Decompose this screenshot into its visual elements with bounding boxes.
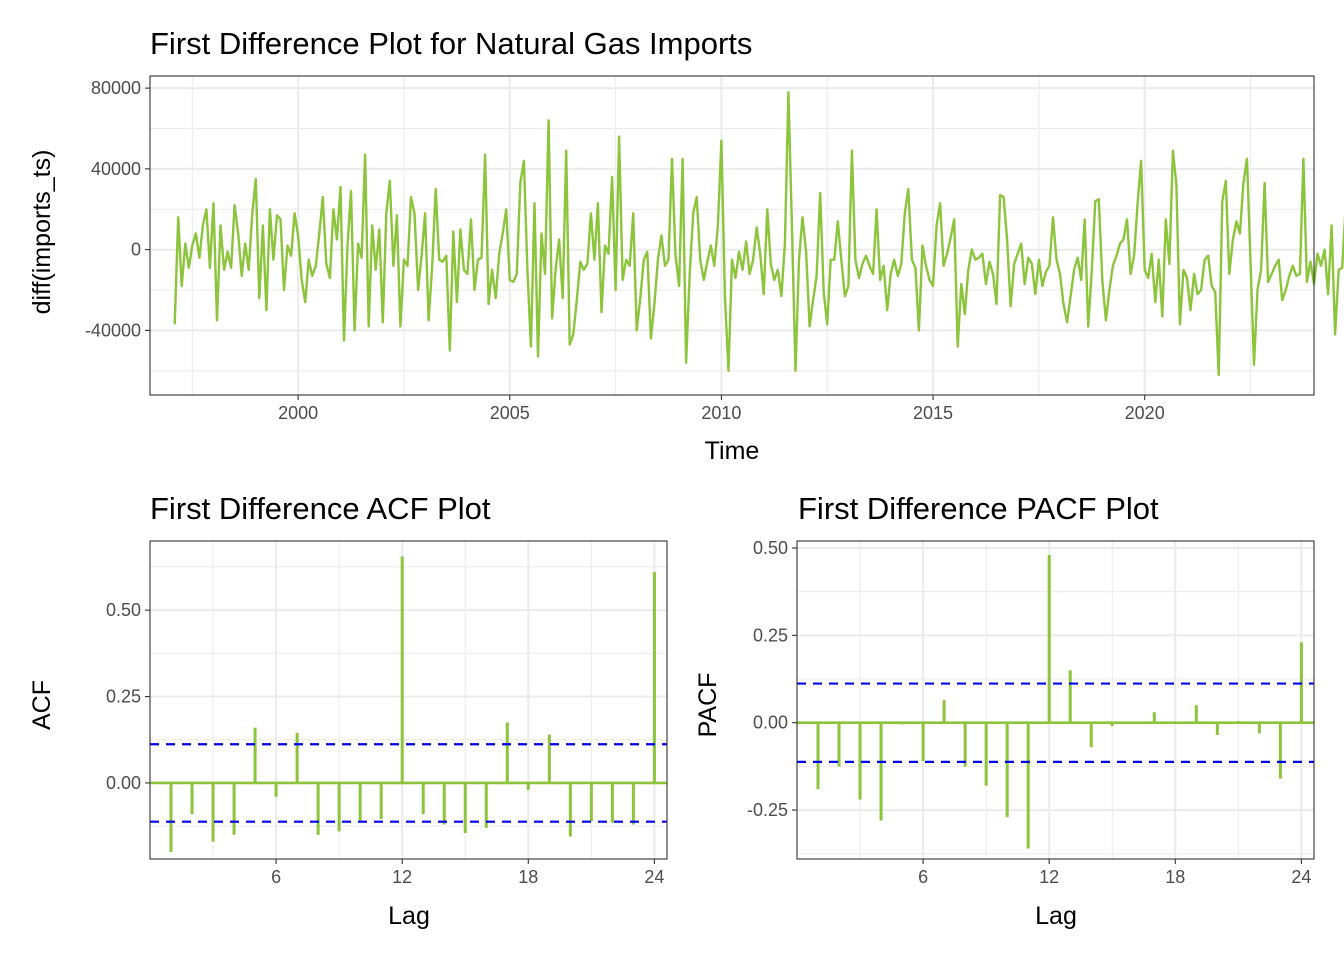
y-tick-label: 80000 (91, 78, 141, 98)
y-tick-label: -40000 (85, 320, 141, 340)
panel-border (796, 540, 1315, 860)
panel-background (150, 541, 667, 859)
x-tick-label: 12 (392, 867, 412, 887)
y-tick-label: 40000 (91, 159, 141, 179)
pacf-title: First Difference PACF Plot (798, 491, 1159, 526)
y-tick-label: 0.50 (106, 600, 141, 620)
x-tick-label: 2000 (278, 403, 318, 423)
ts-x-label: Time (705, 437, 760, 465)
x-tick-label: 12 (1039, 867, 1059, 887)
acf-panel: 6 12 18 24 0.00 0.25 0.50 (106, 540, 668, 887)
panel-background (150, 76, 1314, 395)
x-tick-label: 6 (271, 867, 281, 887)
x-tick-label: 24 (644, 867, 664, 887)
x-tick-label: 2010 (701, 403, 741, 423)
y-tick-label: -0.25 (747, 800, 788, 820)
x-tick-label: 6 (918, 867, 928, 887)
acf-x-label: Lag (388, 902, 430, 930)
x-tick-label: 24 (1291, 867, 1311, 887)
x-tick-label: 2020 (1125, 403, 1165, 423)
y-tick-label: 0.50 (753, 538, 788, 558)
y-tick-label: 0 (131, 240, 141, 260)
acf-y-label: ACF (28, 680, 56, 730)
series-line (173, 90, 1344, 376)
panel-border (149, 75, 1315, 396)
y-tick-label: 0.00 (106, 773, 141, 793)
ts-panel: 2000 2005 2010 2015 2020 -40000 0 40000 80000 (85, 75, 1344, 423)
panel-border (149, 540, 668, 860)
y-tick-label: 0.00 (753, 713, 788, 733)
y-tick-label: 0.25 (753, 625, 788, 645)
pacf-y-label: PACF (694, 673, 722, 738)
ts-y-label: diff(imports_ts) (28, 150, 56, 315)
pacf-panel: 6 12 18 24 -0.25 0.00 0.25 0.50 (747, 538, 1315, 887)
x-tick-label: 18 (1165, 867, 1185, 887)
x-tick-label: 2015 (913, 403, 953, 423)
acf-title: First Difference ACF Plot (150, 491, 491, 526)
panel-background (797, 541, 1314, 859)
y-tick-label: 0.25 (106, 687, 141, 707)
x-tick-label: 2005 (490, 403, 530, 423)
ts-title: First Difference Plot for Natural Gas Im… (150, 26, 752, 61)
x-tick-label: 18 (518, 867, 538, 887)
pacf-x-label: Lag (1035, 902, 1077, 930)
